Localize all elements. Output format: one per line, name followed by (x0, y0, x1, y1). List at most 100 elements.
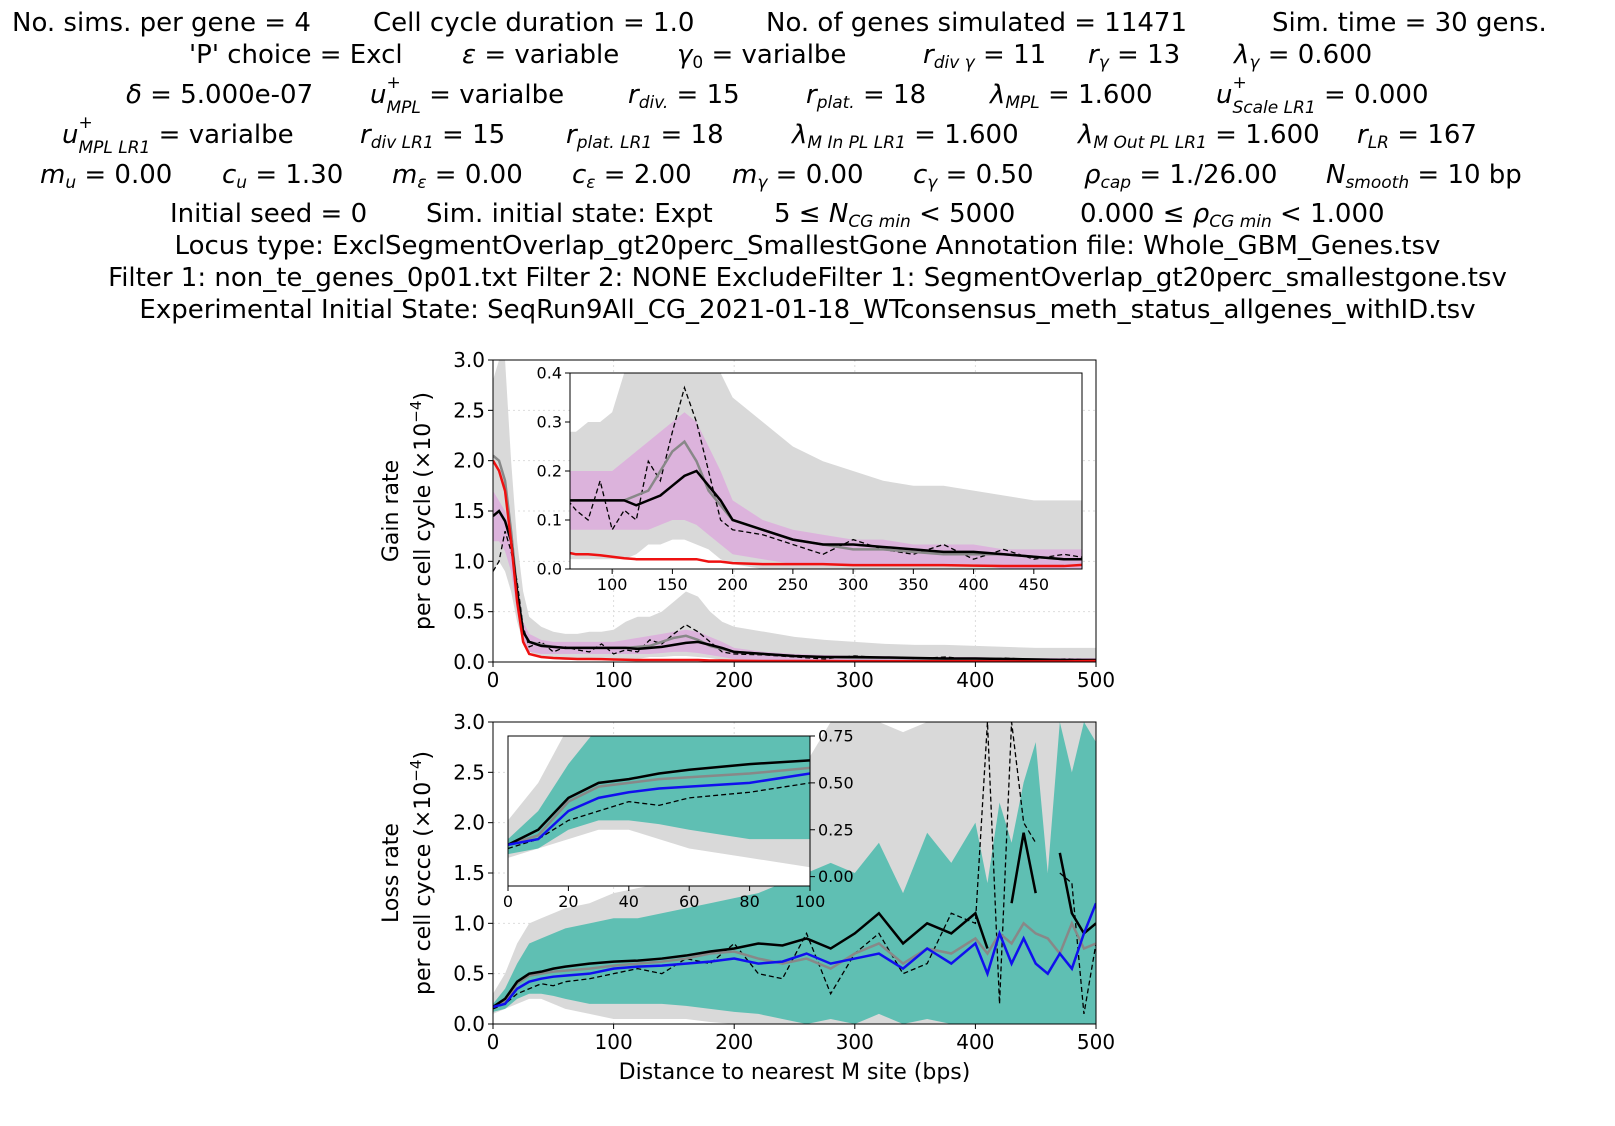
header-param: cε = 2.00 (572, 160, 692, 193)
header-param: Initial seed = 0 (170, 199, 368, 229)
series-line-black (508, 759, 810, 846)
header-param: λγ = 0.600 (1234, 40, 1373, 73)
y-tick-label: 1.5 (453, 861, 485, 885)
header-param: rLR = 167 (1357, 120, 1477, 153)
x-tick-label: 200 (715, 668, 753, 692)
header-row-5: mu = 0.00 cu = 1.30 mε = 0.00 cε = 2.00 mγ =… (0, 160, 1615, 192)
plot-body (570, 373, 1082, 569)
header-row-1: No. sims. per gene = 4 Cell cycle duratio… (0, 8, 1615, 40)
header-param: rdiv γ = 11 (923, 40, 1047, 73)
header-row-6: Initial seed = 0 Sim. initial state: Expt… (0, 199, 1615, 231)
y-tick-label: 0.5 (453, 962, 485, 986)
header-param: Sim. initial state: Expt (426, 199, 713, 229)
y-tick-label: 0.2 (537, 462, 562, 481)
header-param: cγ = 0.50 (913, 160, 1034, 193)
series-line-dashed (570, 385, 1082, 560)
inset-chart: 0 20 40 60 80 100 0.00 0.25 0.50 0.75 (503, 727, 854, 911)
x-tick-label: 60 (679, 892, 699, 911)
x-tick-label: 300 (838, 575, 869, 594)
x-tick-label: 250 (778, 575, 809, 594)
series-line-black (493, 832, 1096, 1008)
header-param: rplat. LR1 = 18 (566, 120, 724, 153)
gain-rate-chart: 0 100 200 300 400 500 0.0 0.5 1.0 1.5 2.0 2.5 3.0 Gai… (379, 348, 1115, 692)
y-tick-label: 0.5 (453, 600, 485, 624)
header-param: u + MPL = varialbe (370, 73, 565, 118)
y-tick-label: 0.75 (818, 727, 854, 746)
y-tick-label: 1.5 (453, 499, 485, 523)
y-tick-label: 0.50 (818, 773, 854, 792)
series-line-grey (508, 766, 810, 846)
header-param: Nsmooth = 10 bp (1326, 160, 1522, 193)
y-axis-label: per cell cycce (×10−4) (407, 751, 436, 995)
x-tick-label: 20 (558, 892, 578, 911)
x-tick-label: 500 (1077, 1030, 1115, 1054)
y-axis-label: per cell cycle (×10−4) (407, 392, 436, 630)
series-line-blue (508, 772, 810, 846)
header-row8: Filter 1: non_te_genes_0p01.txt Filter 2… (108, 263, 1507, 293)
x-tick-label: 100 (795, 892, 826, 911)
header-row-3: δ = 5.000e-07 u + MPL = varialbe rdiv. = 15 r… (0, 73, 1615, 118)
series-line-blue (493, 902, 1096, 1009)
y-tick-label: 1.0 (453, 549, 485, 573)
y-tick-label: 1.0 (453, 911, 485, 935)
header-param: 5 ≤ NCG min < 5000 (774, 199, 1016, 232)
x-tick-label: 450 (1019, 575, 1050, 594)
header-row-2: 'P' choice = Excl ε = variable γ0 = varial… (0, 40, 1615, 72)
header-param: mε = 0.00 (392, 160, 523, 193)
header-param: γ0 = varialbe (677, 40, 847, 73)
x-tick-label: 400 (956, 1030, 994, 1054)
header-param: λM Out PL LR1 = 1.600 (1078, 120, 1320, 153)
purple-confidence-band (570, 412, 1082, 569)
loss-rate-chart: 0 100 200 300 400 5000.00.51.01.52.02.53.0Los… (379, 710, 1115, 1085)
y-tick-label: 0.4 (537, 364, 562, 383)
header-param: u + MPL LR1 = varialbe (62, 113, 294, 158)
y-tick-label: 0.0 (453, 650, 485, 674)
y-tick-label: 0.3 (537, 413, 562, 432)
grey-confidence-band (493, 360, 1096, 662)
series-line-grey (493, 920, 1096, 1009)
x-tick-label: 400 (958, 575, 989, 594)
header-param: λM In PL LR1 = 1.600 (792, 120, 1019, 153)
y-tick-label: 0.25 (818, 820, 854, 839)
plot-body (508, 736, 810, 868)
x-tick-label: 0 (503, 892, 513, 911)
x-axis-label: Distance to nearest M site (bps) (619, 1060, 971, 1085)
y-tick-label: 2.5 (453, 398, 485, 422)
x-tick-label: 0 (487, 1030, 500, 1054)
header-param: rdiv LR1 = 15 (360, 120, 506, 153)
x-tick-label: 0 (487, 668, 500, 692)
header-param: ρcap = 1./26.00 (1084, 160, 1278, 193)
inset-chart: 100 150 200 250 300 350 400 450 0.0 0.1 0.2 0.3 0.4 (537, 364, 1083, 594)
y-tick-label: 0.0 (537, 560, 562, 579)
y-tick-label: 0.00 (818, 867, 854, 886)
header-param: Cell cycle duration = 1.0 (373, 8, 695, 38)
header-param: No. of genes simulated = 11471 (766, 8, 1187, 38)
header-param: δ = 5.000e-07 (126, 80, 314, 110)
y-tick-label: 0.0 (453, 1012, 485, 1036)
y-tick-label: 2.5 (453, 760, 485, 784)
y-axis-label: Gain rate (379, 460, 404, 562)
purple-confidence-band (493, 490, 1096, 662)
x-tick-label: 100 (595, 1030, 633, 1054)
axes-frame (507, 735, 811, 887)
series-line-grey (570, 439, 1082, 561)
series-line-red (493, 460, 1096, 662)
x-tick-label: 80 (739, 892, 759, 911)
x-tick-label: 100 (597, 575, 628, 594)
x-tick-label: 300 (836, 668, 874, 692)
header-param: Sim. time = 30 gens. (1272, 8, 1547, 38)
x-tick-label: 100 (595, 668, 633, 692)
teal-confidence-band (493, 722, 1096, 1024)
header-param: u + Scale LR1 = 0.000 (1216, 73, 1429, 118)
header-param: 0.000 ≤ ρCG min < 1.000 (1080, 199, 1385, 232)
series-line-red (570, 551, 1082, 568)
header-param: mγ = 0.00 (732, 160, 864, 193)
header-param: ε = variable (462, 40, 620, 70)
y-tick-label: 2.0 (453, 449, 485, 473)
header-param: rγ = 13 (1088, 40, 1181, 73)
x-tick-label: 200 (715, 1030, 753, 1054)
y-tick-label: 0.1 (537, 511, 562, 530)
x-tick-label: 200 (717, 575, 748, 594)
series-line-black (493, 509, 1096, 662)
header-param: λMPL = 1.600 (990, 80, 1153, 113)
